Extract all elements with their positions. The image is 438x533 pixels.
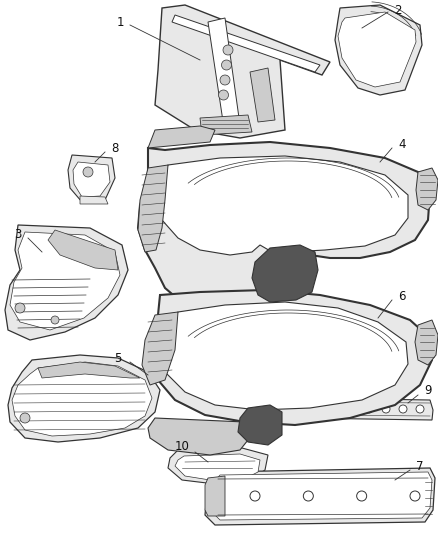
Circle shape (223, 45, 233, 55)
Circle shape (348, 405, 356, 413)
Polygon shape (238, 405, 282, 445)
Text: 8: 8 (111, 141, 119, 155)
Circle shape (382, 405, 390, 413)
Polygon shape (415, 320, 438, 365)
Polygon shape (68, 155, 115, 202)
Polygon shape (12, 362, 152, 436)
Polygon shape (38, 362, 140, 378)
Polygon shape (155, 5, 330, 138)
Text: 7: 7 (416, 459, 424, 472)
Circle shape (399, 405, 407, 413)
Polygon shape (80, 196, 108, 204)
Polygon shape (10, 232, 120, 330)
Polygon shape (338, 12, 416, 87)
Circle shape (331, 405, 339, 413)
Text: 6: 6 (398, 289, 406, 303)
Circle shape (250, 491, 260, 501)
Circle shape (51, 316, 59, 324)
Circle shape (219, 90, 229, 100)
Text: 3: 3 (14, 229, 22, 241)
Polygon shape (252, 245, 318, 302)
Polygon shape (205, 468, 435, 525)
Polygon shape (416, 168, 438, 210)
Text: 2: 2 (394, 4, 402, 17)
Text: 4: 4 (398, 139, 406, 151)
Polygon shape (212, 472, 432, 520)
Circle shape (222, 60, 232, 70)
Polygon shape (73, 162, 110, 197)
Polygon shape (200, 115, 252, 135)
Polygon shape (142, 312, 178, 385)
Circle shape (416, 405, 424, 413)
Circle shape (357, 491, 367, 501)
Circle shape (304, 491, 313, 501)
Polygon shape (175, 454, 260, 480)
Polygon shape (5, 225, 128, 340)
Polygon shape (148, 126, 215, 148)
Text: 10: 10 (175, 440, 190, 454)
Polygon shape (250, 68, 275, 122)
Circle shape (410, 491, 420, 501)
Circle shape (314, 405, 322, 413)
Polygon shape (298, 398, 433, 420)
Polygon shape (172, 15, 320, 72)
Polygon shape (205, 476, 225, 516)
Circle shape (220, 75, 230, 85)
Polygon shape (138, 142, 430, 318)
Polygon shape (335, 5, 422, 95)
Polygon shape (48, 230, 118, 270)
Polygon shape (160, 302, 408, 410)
Circle shape (365, 405, 373, 413)
Polygon shape (148, 418, 248, 455)
Polygon shape (158, 156, 408, 255)
Polygon shape (208, 18, 240, 128)
Circle shape (15, 303, 25, 313)
Polygon shape (168, 448, 268, 484)
Text: 5: 5 (114, 351, 122, 365)
Circle shape (20, 413, 30, 423)
Text: 9: 9 (424, 384, 432, 397)
Polygon shape (8, 355, 160, 442)
Polygon shape (148, 290, 432, 425)
Polygon shape (138, 165, 168, 252)
Circle shape (83, 167, 93, 177)
Text: 1: 1 (116, 15, 124, 28)
